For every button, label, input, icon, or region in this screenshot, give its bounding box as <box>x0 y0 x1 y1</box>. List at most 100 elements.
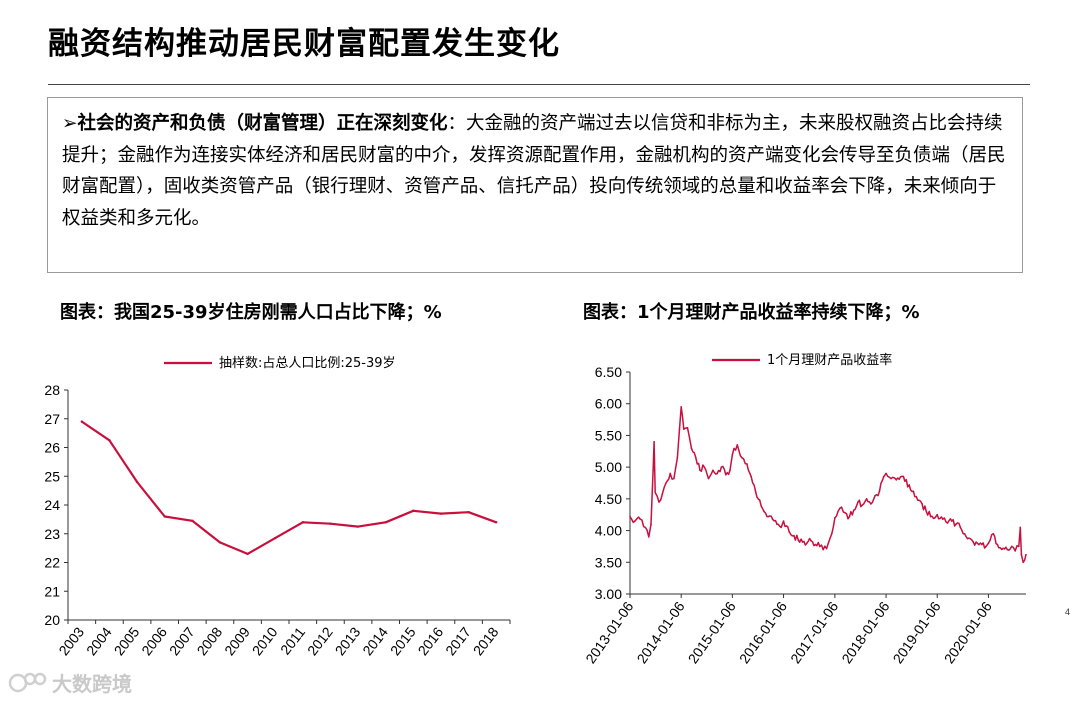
right-legend-label: 1个月理财产品收益率 <box>767 352 892 368</box>
right-data-point <box>818 545 821 548</box>
left-data-point <box>467 510 470 514</box>
right-data-point <box>963 532 966 535</box>
right-data-point <box>1018 545 1020 548</box>
right-data-point <box>716 472 719 475</box>
summary-lead: 社会的资产和负债（财富管理）正在深刻变化 <box>77 113 448 134</box>
right-data-point <box>838 507 841 510</box>
right-data-point <box>644 526 647 529</box>
left-chart-legend: 抽样数:占总人口比例:25-39岁 <box>164 356 396 371</box>
right-data-point <box>942 518 944 520</box>
right-data-point <box>929 515 932 518</box>
left-data-point <box>218 541 222 544</box>
left-data-point <box>384 521 387 524</box>
right-y-tick-label: 3.00 <box>595 586 622 602</box>
right-data-point <box>1025 553 1027 556</box>
right-data-point <box>810 539 812 542</box>
right-data-point <box>699 469 701 472</box>
left-y-tick-label: 26 <box>44 440 60 456</box>
right-data-point <box>707 477 710 480</box>
left-x-tick-label: 2010 <box>249 624 281 659</box>
right-y-tick-label: 3.50 <box>595 554 622 570</box>
right-data-point <box>806 542 808 545</box>
left-data-point <box>191 519 194 523</box>
right-data-point <box>750 475 752 478</box>
left-x-tick-label: 2008 <box>194 624 226 659</box>
right-data-point <box>793 534 795 537</box>
right-line-chart: 1个月理财产品收益率 3.00 3.50 4.00 4.50 5.00 5.50 6.00 6… <box>582 352 1027 666</box>
left-line-chart: 抽样数:占总人口比例:25-39岁 20 21 22 23 24 25 26 27 28 200… <box>44 356 511 659</box>
left-y-tick-label: 28 <box>44 382 60 398</box>
left-y-tick-label: 22 <box>44 555 60 571</box>
slide-title: 融资结构推动居民财富配置发生变化 <box>48 26 560 62</box>
right-data-point <box>652 469 654 472</box>
right-y-tick-label: 4.00 <box>595 523 622 539</box>
right-data-point <box>996 543 999 546</box>
right-data-point <box>694 456 697 459</box>
right-data-point <box>976 542 979 545</box>
right-data-point <box>634 520 636 522</box>
right-data-point <box>972 541 975 543</box>
right-data-point <box>870 503 872 505</box>
left-y-tick-label: 27 <box>44 411 60 427</box>
right-y-tick-label: 5.50 <box>595 427 622 443</box>
right-data-point <box>639 518 642 520</box>
left-x-tick-label: 2009 <box>221 624 253 659</box>
right-data-point <box>673 477 675 480</box>
right-data-point <box>857 501 859 503</box>
right-data-point <box>1022 561 1024 564</box>
right-data-point <box>822 548 825 551</box>
right-data-point <box>946 522 949 524</box>
right-x-tick-label: 2019-01-06 <box>890 598 944 666</box>
right-data-point <box>729 469 731 472</box>
left-x-tick-label: 2013 <box>332 624 364 659</box>
right-data-point <box>1014 550 1017 552</box>
right-data-point <box>653 440 655 443</box>
right-x-tick-label: 2013-01-06 <box>582 598 636 666</box>
right-data-point <box>782 520 785 522</box>
left-data-point <box>412 509 415 512</box>
left-data-point <box>494 521 498 524</box>
right-data-point <box>1006 548 1009 551</box>
right-data-point <box>1002 547 1004 550</box>
left-data-point <box>329 522 332 525</box>
right-y-tick-label: 6.00 <box>595 396 622 412</box>
right-data-point <box>654 491 657 494</box>
left-x-tick-label: 2014 <box>359 624 391 659</box>
right-x-tick-label: 2015-01-06 <box>685 598 739 666</box>
right-data-point <box>629 515 631 518</box>
right-data-point <box>720 466 723 468</box>
watermark: 大数跨境 <box>8 668 132 697</box>
right-data-point <box>936 513 939 516</box>
right-data-point <box>776 523 778 526</box>
left-data-point <box>439 512 443 515</box>
left-x-tick-label: 2015 <box>387 624 419 659</box>
right-data-point <box>676 456 679 459</box>
right-data-point <box>754 490 757 493</box>
right-data-point <box>921 503 923 505</box>
left-x-tick-label: 2011 <box>277 624 308 658</box>
right-data-point <box>916 499 919 501</box>
left-data-point <box>246 552 249 556</box>
right-data-point <box>987 542 990 545</box>
right-chart-title: 图表：1个月理财产品收益率持续下降；% <box>583 302 920 323</box>
right-data-point <box>658 501 660 503</box>
left-data-point <box>135 480 139 484</box>
right-data-point <box>878 490 881 493</box>
left-x-tick-label: 2006 <box>138 624 170 659</box>
right-data-point <box>1010 545 1013 548</box>
right-chart-legend: 1个月理财产品收益率 <box>712 352 892 368</box>
right-data-point <box>741 456 743 459</box>
right-data-point <box>780 526 782 529</box>
right-x-tick-label: 2014-01-06 <box>633 598 687 666</box>
watermark-logo-icon <box>8 672 47 692</box>
right-y-tick-label: 6.50 <box>595 364 622 380</box>
right-data-point <box>865 498 868 500</box>
bullet-arrow-icon: ➢ <box>62 113 78 134</box>
right-data-point <box>874 494 876 497</box>
left-y-tick-label: 21 <box>44 583 60 599</box>
right-data-point <box>852 509 855 512</box>
right-data-point <box>844 512 846 514</box>
right-data-point <box>665 482 667 484</box>
left-y-tick-label: 25 <box>44 468 60 484</box>
right-data-point <box>712 469 714 472</box>
